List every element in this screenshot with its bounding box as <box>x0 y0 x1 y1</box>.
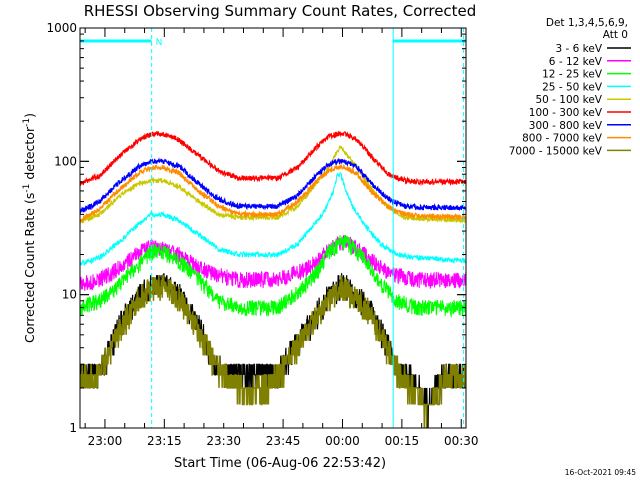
legend-header-line1: Det 1,3,4,5,6,9, <box>546 17 628 29</box>
x-tick-label-4: 23:45 <box>266 434 301 448</box>
y-axis-label-part1: Corrected Count Rate (s <box>22 193 37 343</box>
x-tick-label-3: 23:30 <box>206 434 241 448</box>
y-tick-label-4: 1000 <box>46 21 77 35</box>
legend-label-6: 100 - 300 keV <box>529 107 603 119</box>
legend-header-line2: Att 0 <box>603 29 628 41</box>
x-axis: 23:00 23:15 23:30 23:45 00:00 00:15 00:30 <box>84 28 479 448</box>
y-tick-label-1: 1 <box>69 421 77 435</box>
plot-frame <box>79 27 467 429</box>
x-tick-label-2: 23:15 <box>147 434 182 448</box>
x-axis-label: Start Time (06-Aug-06 22:53:42) <box>174 456 386 471</box>
legend-label-5: 50 - 100 keV <box>535 94 602 106</box>
x-tick-label-1: 23:00 <box>88 434 123 448</box>
y-axis-label-part2: detector <box>22 126 37 184</box>
x-tick-label-6: 00:15 <box>385 434 420 448</box>
series-line-8 <box>79 163 467 223</box>
legend-label-4: 25 - 50 keV <box>542 81 603 93</box>
y-axis-label-sup2: -1 <box>22 118 32 127</box>
y-axis-label: Corrected Count Rate (s-1 detector-1) <box>22 113 37 343</box>
y-axis-label-sup1: -1 <box>22 184 32 193</box>
series-line-7 <box>79 157 467 215</box>
series-line-2 <box>79 235 467 291</box>
series-line-4 <box>79 172 467 267</box>
series-line-3 <box>79 234 467 318</box>
legend-label-2: 6 - 12 keV <box>549 56 603 68</box>
y-tick-label-3: 100 <box>54 154 77 168</box>
y-tick-label-2: 10 <box>62 288 77 302</box>
series-line-6 <box>79 130 467 187</box>
series-layer <box>79 130 467 429</box>
legend-label-1: 3 - 6 keV <box>555 43 602 55</box>
series-line-9 <box>80 275 467 429</box>
legend-label-9: 7000 - 15000 keV <box>509 145 603 157</box>
annotation-label-1: N <box>156 38 163 48</box>
x-tick-label-5: 00:00 <box>325 434 360 448</box>
footer-timestamp: 16-Oct-2021 09:45 <box>565 468 636 477</box>
legend-label-8: 800 - 7000 keV <box>522 133 603 145</box>
legend-label-3: 12 - 25 keV <box>542 69 603 81</box>
legend-label-7: 300 - 800 keV <box>529 120 603 132</box>
series-line-1 <box>80 273 467 429</box>
x-tick-label-7: 00:30 <box>444 434 479 448</box>
y-axis-label-part3: ) <box>22 113 37 118</box>
chart-title: RHESSI Observing Summary Count Rates, Co… <box>84 2 477 20</box>
